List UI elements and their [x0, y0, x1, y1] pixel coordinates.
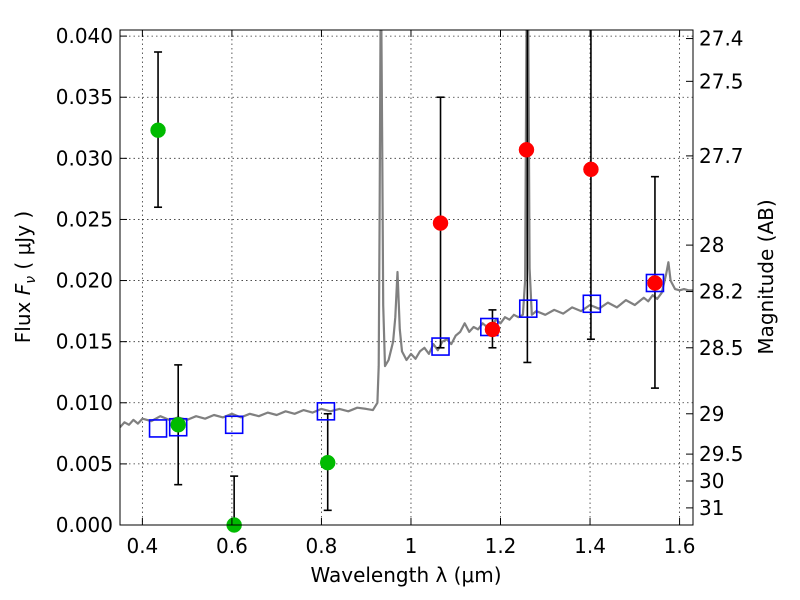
model-photometry-box	[431, 337, 450, 356]
y-tick-label: 0.005	[56, 452, 113, 476]
nir-point-layer	[432, 142, 663, 338]
y-tick-labels: 0.000 0.005 0.010 0.015 0.020 0.025 0.030 0.035…	[56, 24, 113, 537]
magnitude-tick-label: 29.5	[699, 442, 744, 466]
x-tick-label: 1.4	[574, 534, 606, 558]
optical-point-layer	[150, 122, 336, 533]
x-tick-label: 0.4	[126, 534, 158, 558]
model-photometry-box	[316, 402, 336, 421]
nir-flux-point	[518, 142, 535, 158]
axis-ticks	[120, 30, 693, 526]
model-photometry-box	[518, 299, 538, 318]
nir-flux-point	[647, 275, 663, 291]
optical-flux-point	[319, 454, 336, 471]
magnitude-tick-label: 27.7	[699, 144, 744, 168]
x-tick-labels: 0.4 0.6 0.8 1 1.2 1.4 1.6	[126, 534, 695, 558]
y-axis-title-unit: ( μJy )	[11, 211, 35, 276]
magnitude-tick-label: 30	[699, 469, 724, 493]
optical-flux-point	[170, 417, 186, 433]
magnitude-tick-label: 27.4	[699, 27, 744, 51]
plot-frame	[119, 29, 694, 526]
model-spectrum-line	[120, 30, 693, 428]
y-axis-title-prefix: Flux	[11, 295, 35, 343]
nir-flux-point	[583, 161, 599, 178]
error-bar	[523, 30, 532, 364]
model-photometry-box	[148, 419, 168, 438]
y-axis-title: Flux Fν ( μJy )	[11, 211, 39, 343]
nir-flux-point	[432, 215, 449, 231]
y-tick-label: 0.020	[56, 269, 113, 293]
y-tick-label: 0.000	[56, 513, 113, 537]
nir-flux-point	[484, 321, 501, 338]
magnitude-tick-label: 27.5	[699, 69, 744, 93]
y-tick-label: 0.040	[56, 24, 113, 48]
model-photometry-box	[582, 294, 602, 314]
x-tick-label: 0.6	[216, 534, 248, 558]
y-tick-label: 0.025	[56, 207, 113, 231]
magnitude-tick-label: 31	[699, 496, 724, 520]
y-tick-label: 0.010	[56, 391, 113, 415]
error-bar	[586, 30, 595, 341]
magnitude-tick-label: 28.2	[699, 280, 744, 304]
x-tick-label: 0.8	[306, 534, 338, 558]
model-photometry-box	[645, 273, 665, 293]
spectrum-layer	[120, 30, 693, 428]
magnitude-axis-title: Magnitude (AB)	[754, 199, 778, 354]
x-tick-label: 1.2	[485, 534, 517, 558]
y-tick-label: 0.015	[56, 330, 113, 354]
magnitude-tick-labels: 27.4 27.5 27.7 28 28.2 28.5 29 29.5 30 31	[699, 27, 744, 520]
x-axis-title: Wavelength λ (μm)	[310, 563, 501, 587]
y-tick-label: 0.030	[56, 146, 113, 170]
y-axis-title-variable: F	[11, 283, 35, 295]
magnitude-tick-label: 29	[699, 402, 724, 426]
x-tick-label: 1	[405, 534, 418, 558]
optical-flux-point	[150, 122, 166, 138]
x-tick-label: 1.6	[664, 534, 696, 558]
y-axis-title-subscript: ν	[23, 276, 39, 284]
magnitude-tick-label: 28	[699, 233, 724, 257]
y-tick-label: 0.035	[56, 85, 113, 109]
magnitude-tick-label: 28.5	[699, 336, 744, 360]
plot-background	[120, 30, 693, 525]
model-photometry-box	[224, 415, 244, 435]
